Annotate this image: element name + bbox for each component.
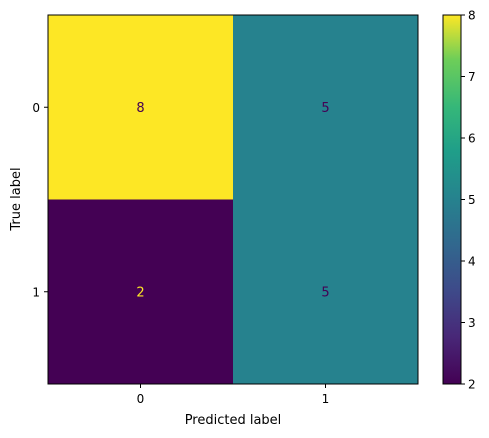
heatmap-cells: 8 5 2 5 [48, 15, 419, 385]
colorbar-tick-label: 2 [468, 378, 476, 392]
colorbar [442, 14, 462, 385]
heatmap-cell [48, 15, 234, 200]
y-tick-label: 0 [32, 101, 40, 115]
colorbar-tick-label: 3 [468, 316, 476, 330]
y-axis-label: True label [9, 167, 24, 231]
colorbar-tick-label: 5 [468, 193, 476, 207]
heatmap-cell [233, 15, 419, 200]
cell-value-label: 5 [321, 285, 329, 300]
x-tick-label: 1 [322, 392, 330, 406]
heatmap-cell [48, 199, 234, 385]
colorbar-tick-label: 4 [468, 255, 476, 269]
cell-value-label: 5 [321, 101, 329, 116]
colorbar-tick-label: 7 [468, 70, 476, 84]
y-axis-ticks: 01 [32, 101, 48, 299]
colorbar-ticks: 2 3 4 5 6 7 8 [461, 9, 476, 392]
y-tick-label: 1 [32, 285, 40, 299]
cell-value-label: 8 [136, 101, 144, 116]
colorbar-tick-label: 8 [468, 9, 476, 23]
plot-frame [47, 14, 419, 385]
x-axis-label: Predicted label [185, 413, 282, 428]
cell-value-label: 2 [136, 285, 144, 300]
heatmap-cell [233, 199, 419, 385]
colorbar-tick-label: 6 [468, 132, 476, 146]
x-tick-label: 0 [137, 392, 145, 406]
